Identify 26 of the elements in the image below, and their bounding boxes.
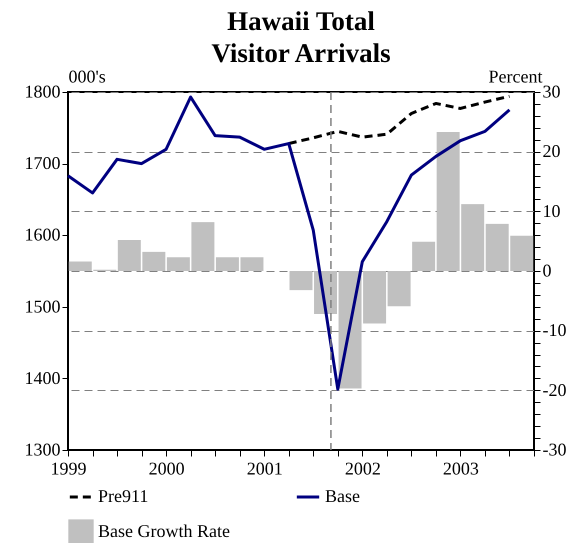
y2-tick-label: 10 bbox=[542, 200, 560, 221]
x-tick-label: 1999 bbox=[50, 458, 86, 478]
y-tick-label: 1600 bbox=[24, 224, 60, 245]
y2-tick-label: 30 bbox=[542, 82, 560, 102]
line-series bbox=[66, 96, 511, 391]
y2-tick-label: 0 bbox=[542, 260, 552, 280]
y2-tick-label: -20 bbox=[542, 380, 566, 400]
y-tick-label: 1300 bbox=[24, 440, 60, 460]
x-tick-label: 2001 bbox=[246, 458, 283, 478]
line-series bbox=[287, 94, 511, 146]
y-tick-label: 1700 bbox=[24, 153, 60, 174]
y-tick-label: 1400 bbox=[24, 368, 60, 388]
y2-axis-title: Percent bbox=[488, 66, 542, 86]
chart-title: Hawaii Total Visitor Arrivals bbox=[211, 6, 391, 68]
y-tick-label: 1800 bbox=[24, 82, 60, 102]
x-tick-label: 2003 bbox=[442, 458, 479, 478]
y2-tick-label: 20 bbox=[542, 141, 560, 162]
legend-label: Base bbox=[325, 486, 360, 506]
y-tick-label: 1500 bbox=[24, 296, 60, 316]
y2-tick-label: -30 bbox=[542, 440, 566, 460]
legend-label: Pre911 bbox=[98, 486, 148, 506]
y-axis-title: 000's bbox=[68, 66, 106, 86]
legend-label: Base Growth Rate bbox=[98, 521, 230, 541]
x-tick-label: 2000 bbox=[148, 458, 185, 478]
x-tick-label: 2002 bbox=[344, 458, 381, 478]
y2-tick-label: -10 bbox=[542, 320, 566, 340]
